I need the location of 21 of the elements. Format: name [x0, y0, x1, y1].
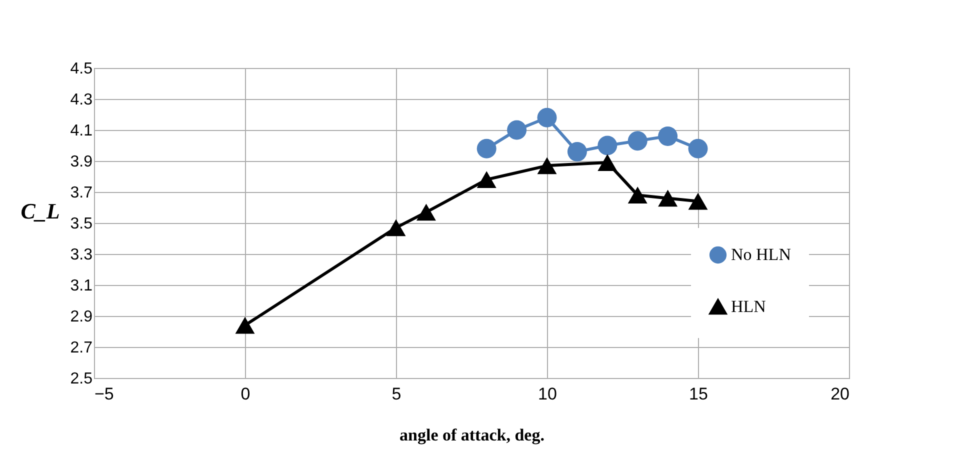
x-tick-label: −5: [94, 384, 114, 404]
y-tick-label: 4.1: [70, 122, 93, 140]
x-tick-label: 10: [538, 384, 557, 404]
y-tick-label: 3.7: [70, 184, 93, 202]
legend-label: HLN: [731, 297, 766, 316]
legend-label: No HLN: [731, 245, 791, 264]
y-tick-label: 2.5: [70, 370, 93, 388]
x-tick-label: 20: [830, 384, 850, 404]
y-tick-label: 3.1: [70, 278, 93, 294]
y-axis-title: C_L: [20, 198, 60, 224]
y-tick-label: 2.7: [70, 340, 93, 356]
y-tick-label: 3.9: [70, 154, 93, 170]
x-axis-title: angle of attack, deg.: [400, 426, 544, 444]
y-tick-label: 3.5: [70, 216, 93, 232]
x-tick-label: 5: [392, 384, 402, 404]
y-tick-label: 3.3: [70, 246, 93, 264]
y-tick-label: 4.3: [70, 92, 93, 108]
x-tick-label: 0: [240, 384, 250, 404]
y-tick-label: 4.5: [70, 60, 93, 78]
x-tick-label: 15: [689, 384, 708, 404]
y-tick-label: 2.9: [70, 308, 93, 326]
